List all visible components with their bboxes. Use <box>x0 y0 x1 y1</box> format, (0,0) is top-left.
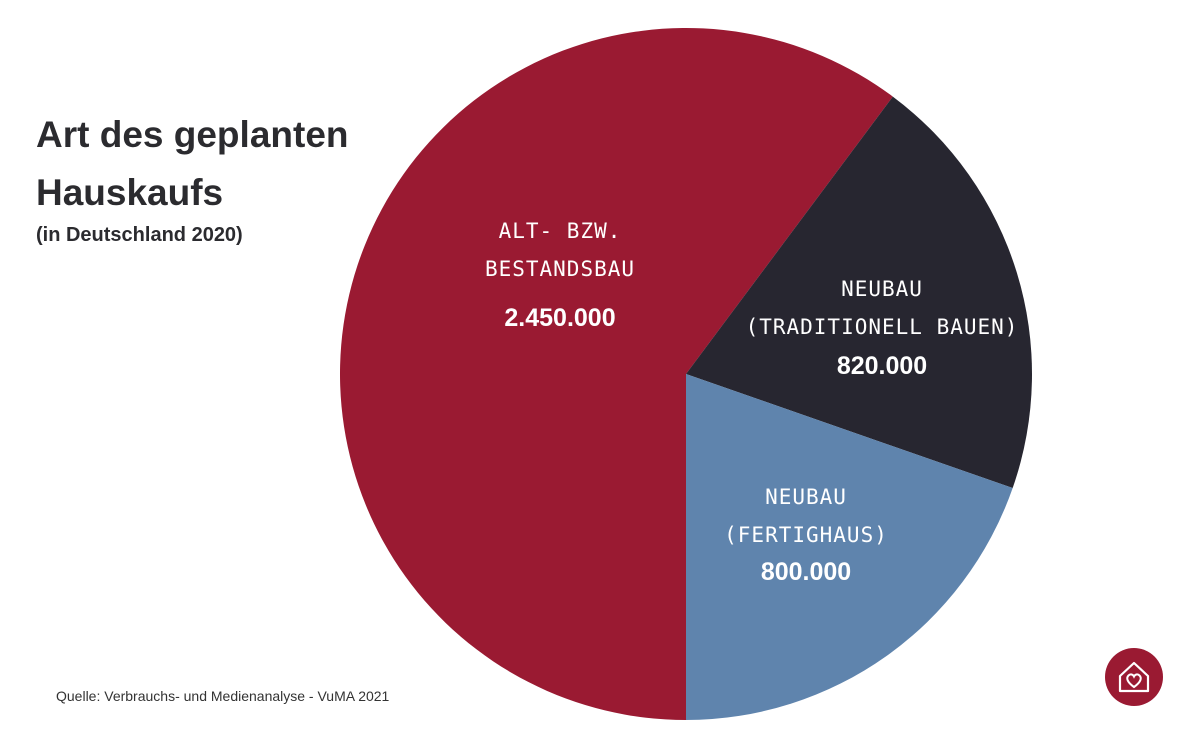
pie-slice-0 <box>339 27 893 721</box>
slice-label-2-1: (FERTIGHAUS) <box>724 523 888 547</box>
slice-label-2-0: NEUBAU <box>765 485 847 509</box>
house-heart-icon <box>1105 648 1163 706</box>
slice-label-0-0: ALT- BZW. <box>499 219 622 243</box>
chart-title-line-1: Art des geplanten <box>36 114 349 155</box>
chart-subtitle: (in Deutschland 2020) <box>36 224 243 246</box>
title-block: Art des geplanten Hauskaufs (in Deutschl… <box>36 106 366 247</box>
slice-label-1-1: (TRADITIONELL BAUEN) <box>746 315 1019 339</box>
slice-label-1-0: NEUBAU <box>841 277 923 301</box>
pie-slice-2 <box>686 374 1013 720</box>
slice-value-0: 2.450.000 <box>504 304 615 332</box>
slice-value-2: 800.000 <box>761 558 851 586</box>
slice-value-1: 820.000 <box>837 352 927 380</box>
source-note: Quelle: Verbrauchs- und Medienanalyse - … <box>56 688 390 704</box>
slice-label-0-1: BESTANDSBAU <box>485 257 635 281</box>
pie-slice-1 <box>686 96 1032 489</box>
chart-title-line-2: Hauskaufs <box>36 172 224 213</box>
